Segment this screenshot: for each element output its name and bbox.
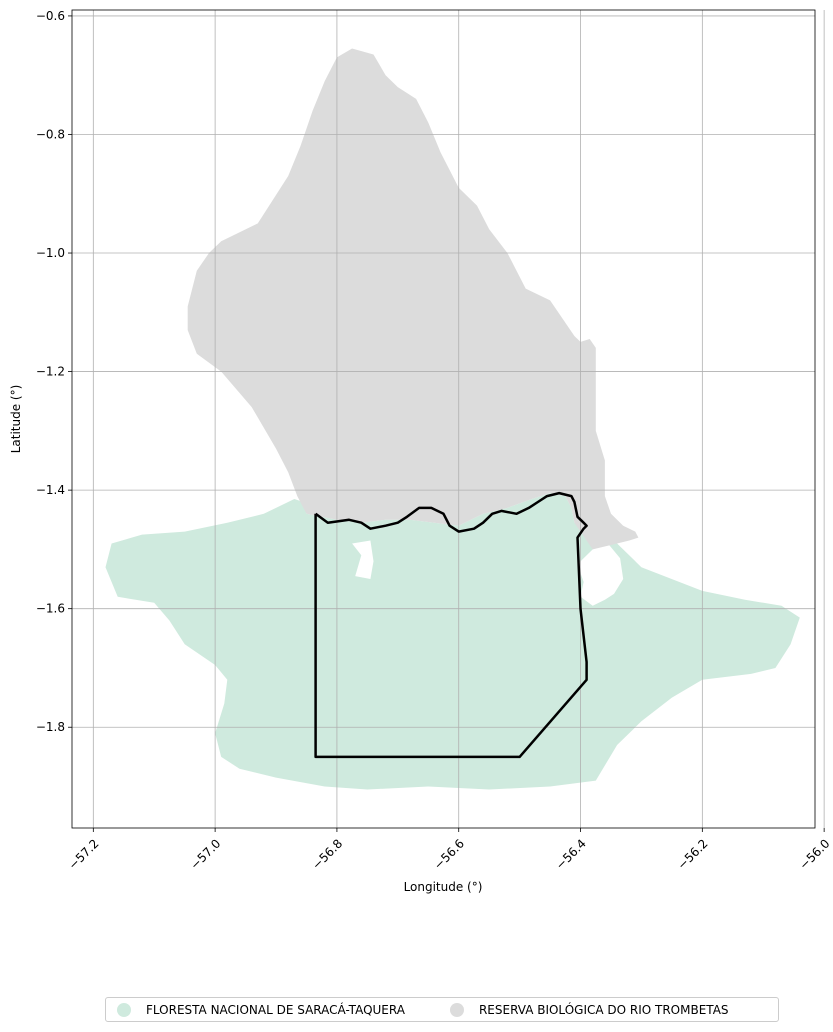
legend-swatch-floresta bbox=[117, 1002, 131, 1017]
map-region-1 bbox=[187, 48, 639, 550]
x-axis-label: Longitude (°) bbox=[404, 880, 483, 894]
y-axis-label: Latitude (°) bbox=[9, 385, 23, 454]
y-tick-label-5: −1.6 bbox=[36, 602, 65, 616]
map-outline-2 bbox=[314, 491, 588, 759]
boundary-outline bbox=[314, 491, 588, 759]
x-tick-label-5: −56.2 bbox=[675, 836, 711, 872]
map-region-0 bbox=[105, 493, 800, 790]
legend-item-reserva: RESERVA BIOLÓGICA DO RIO TROMBETAS bbox=[449, 1002, 729, 1017]
x-tick-label-6: −56.0 bbox=[797, 836, 833, 872]
legend-item-floresta: FLORESTA NACIONAL DE SARACÁ-TAQUERA bbox=[117, 1002, 405, 1017]
legend-swatch-reserva bbox=[449, 1002, 464, 1017]
x-tick-label-2: −56.8 bbox=[309, 836, 345, 872]
x-tick-label-0: −57.2 bbox=[66, 836, 102, 872]
x-tick-label-1: −57.0 bbox=[188, 836, 224, 872]
x-tick-label-4: −56.4 bbox=[553, 836, 589, 872]
x-tick-label-3: −56.6 bbox=[431, 836, 467, 872]
legend-label-reserva: RESERVA BIOLÓGICA DO RIO TROMBETAS bbox=[478, 1002, 729, 1017]
y-tick-label-4: −1.4 bbox=[36, 483, 65, 497]
y-tick-label-6: −1.8 bbox=[36, 720, 65, 734]
grid-lines bbox=[72, 10, 825, 828]
map-layers bbox=[105, 48, 800, 790]
y-tick-label-3: −1.2 bbox=[36, 365, 65, 379]
legend: FLORESTA NACIONAL DE SARACÁ-TAQUERA RESE… bbox=[105, 997, 779, 1022]
y-tick-label-0: −0.6 bbox=[36, 9, 65, 23]
y-tick-label-1: −0.8 bbox=[36, 127, 65, 141]
plot-frame bbox=[71, 9, 816, 829]
legend-label-floresta: FLORESTA NACIONAL DE SARACÁ-TAQUERA bbox=[146, 1002, 405, 1017]
y-tick-label-2: −1.0 bbox=[36, 246, 65, 260]
